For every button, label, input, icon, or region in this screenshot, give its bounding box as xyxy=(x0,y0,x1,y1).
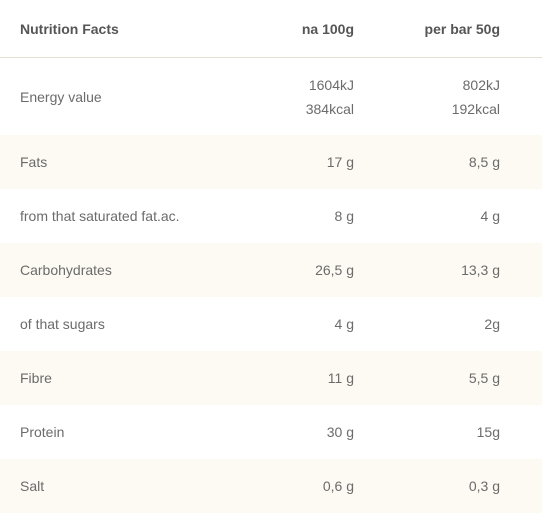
table-row-fibre: Fibre 11 g 5,5 g xyxy=(0,351,542,405)
table-row-protein: Protein 30 g 15g xyxy=(0,405,542,459)
table-row-fats: Fats 17 g 8,5 g xyxy=(0,135,542,189)
table-row-energy: Energy value 1604kJ 384kcal 802kJ 192kca… xyxy=(0,58,542,135)
value-per-bar: 15g xyxy=(476,424,500,440)
value-per-100g: 8 g xyxy=(334,208,354,224)
table-row-carbohydrates: Carbohydrates 26,5 g 13,3 g xyxy=(0,243,542,297)
value-per-100g: 11 g xyxy=(327,370,354,386)
energy-kj-100g: 1604kJ xyxy=(308,76,354,93)
row-label: Fats xyxy=(20,154,48,170)
value-per-100g: 17 g xyxy=(326,154,354,170)
row-label: Protein xyxy=(20,424,65,440)
value-per-100g: 4 g xyxy=(334,316,354,332)
value-per-bar: 0,3 g xyxy=(468,478,500,494)
energy-per-bar: 802kJ 192kcal xyxy=(354,73,500,121)
row-label: Salt xyxy=(20,478,45,494)
header-title: Nutrition Facts xyxy=(20,20,119,37)
value-per-100g: 30 g xyxy=(326,424,354,440)
row-label: Energy value xyxy=(20,88,102,105)
value-per-bar: 8,5 g xyxy=(468,154,500,170)
table-row-sugars: of that sugars 4 g 2g xyxy=(0,297,542,351)
value-per-100g: 0,6 g xyxy=(322,478,354,494)
table-row-saturated: from that saturated fat.ac. 8 g 4 g xyxy=(0,189,542,243)
value-per-bar: 4 g xyxy=(480,208,500,224)
header-per-100g: na 100g xyxy=(301,20,354,37)
value-per-100g: 26,5 g xyxy=(315,262,354,278)
energy-kcal-100g: 384kcal xyxy=(305,100,354,117)
energy-kj-bar: 802kJ xyxy=(462,76,500,93)
value-per-bar: 5,5 g xyxy=(468,370,500,386)
energy-per-100g: 1604kJ 384kcal xyxy=(260,73,354,121)
row-label: Fibre xyxy=(20,370,52,386)
energy-kcal-bar: 192kcal xyxy=(451,100,500,117)
table-row-salt: Salt 0,6 g 0,3 g xyxy=(0,459,542,513)
value-per-bar: 13,3 g xyxy=(461,262,500,278)
header-per-bar: per bar 50g xyxy=(424,20,500,37)
row-label: Carbohydrates xyxy=(20,262,112,278)
table-header: Nutrition Facts na 100g per bar 50g xyxy=(0,0,542,58)
value-per-bar: 2g xyxy=(484,316,500,332)
row-label: of that sugars xyxy=(20,316,105,332)
row-label: from that saturated fat.ac. xyxy=(20,208,180,224)
